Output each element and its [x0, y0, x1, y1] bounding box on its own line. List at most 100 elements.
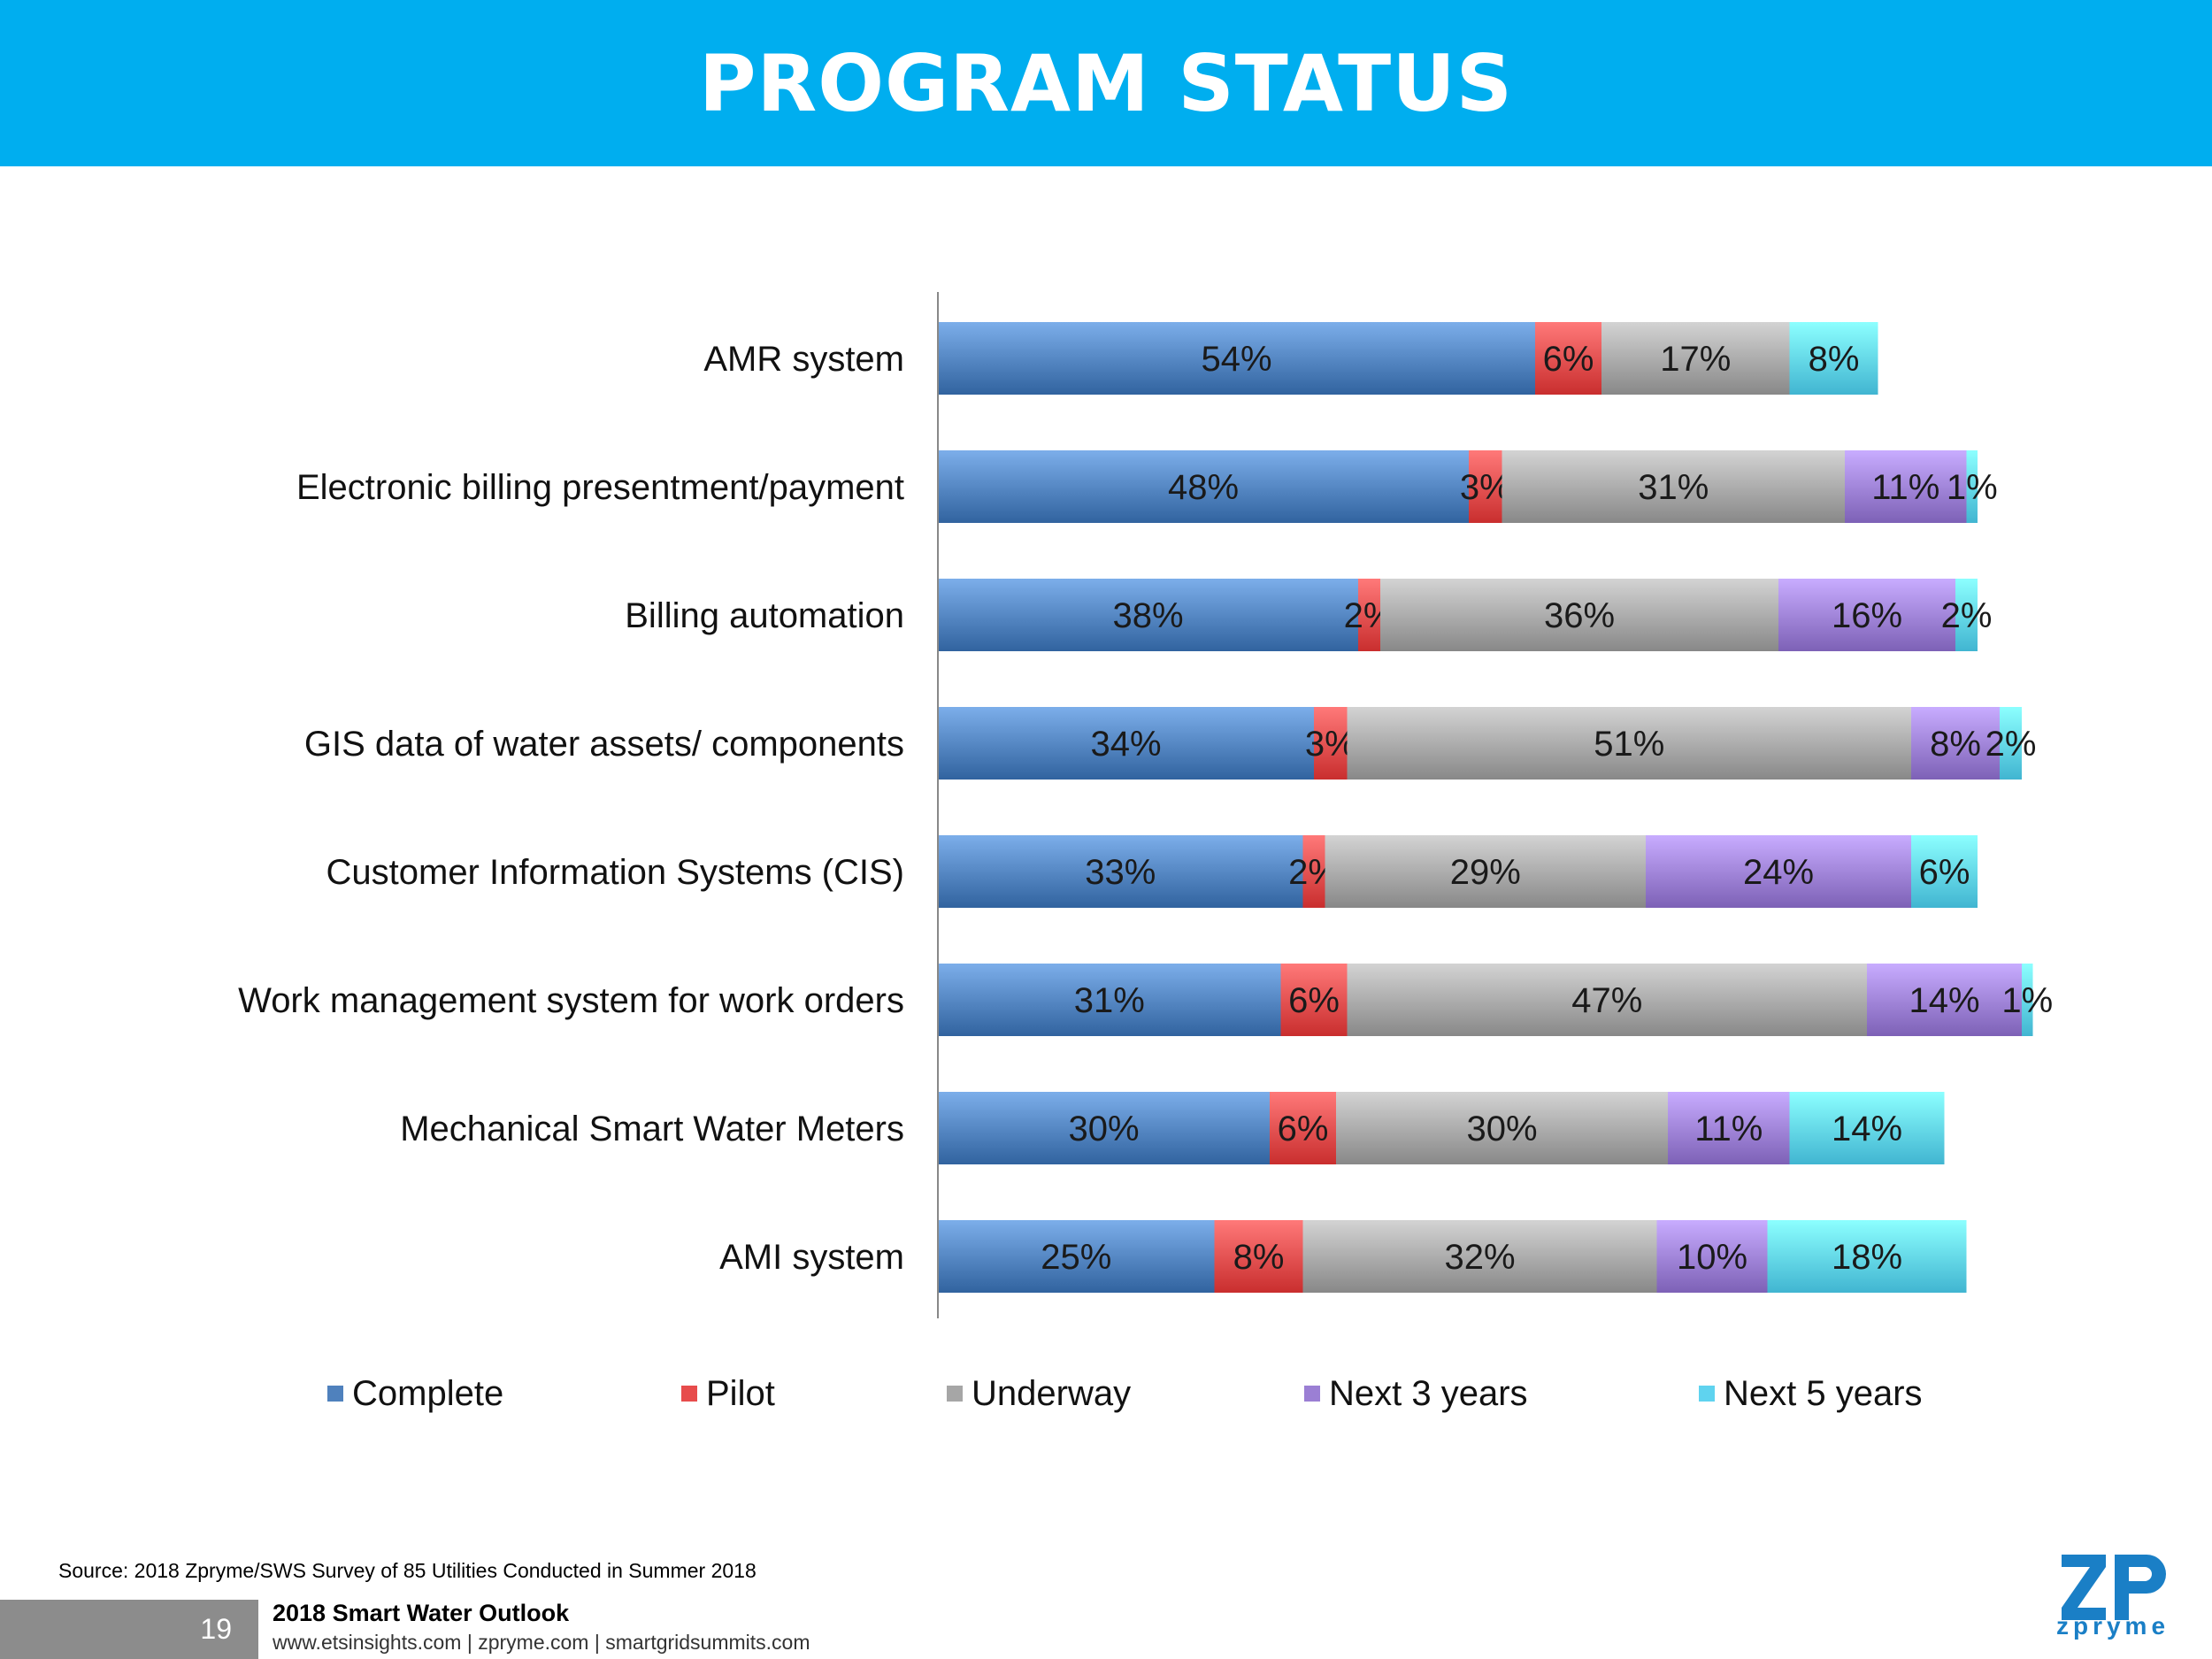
bar-work-management-system-for-work-orders-next-5-years	[2022, 964, 2033, 1036]
data-label-amr-system-next-5-years: 8%	[1809, 340, 1860, 379]
data-label-gis-data-of-water-assets-components-complete: 34%	[1090, 725, 1161, 764]
stacked-bar-chart: AMR system 54% 6% 17% 8% Electronic billing p…	[238, 292, 2053, 1318]
data-label-amr-system-complete: 54%	[1201, 340, 1271, 379]
data-label-electronic-billing-presentment-payment-next-5-years: 1%	[1947, 468, 1998, 507]
data-label-ami-system-next-3-years: 10%	[1677, 1238, 1747, 1277]
header-banner: PROGRAM STATUS	[0, 0, 2212, 166]
bar-ami-system-complete	[938, 1220, 1215, 1293]
data-label-mechanical-smart-water-meters-next-5-years: 14%	[1832, 1110, 1902, 1148]
footer-links: www.etsinsights.com | zpryme.com | smart…	[273, 1631, 810, 1654]
bar-billing-automation-complete	[938, 579, 1358, 651]
data-label-work-management-system-for-work-orders-next-3-years: 14%	[1909, 981, 1979, 1020]
legend-label-pilot: Pilot	[706, 1373, 775, 1413]
bar-electronic-billing-presentment-payment-next-3-years	[1845, 450, 1967, 523]
bar-customer-information-systems-cis-next-5-years	[1911, 835, 1978, 908]
bar-customer-information-systems-cis-next-3-years	[1646, 835, 1911, 908]
data-label-customer-information-systems-cis-next-5-years: 6%	[1919, 853, 1970, 892]
data-label-billing-automation-complete: 38%	[1112, 596, 1183, 635]
category-label-gis-data-of-water-assets-components: GIS data of water assets/ components	[304, 725, 904, 764]
logo-wordmark: zpryme	[2055, 1612, 2170, 1640]
data-label-customer-information-systems-cis-next-3-years: 24%	[1743, 853, 1814, 892]
category-label-electronic-billing-presentment-payment: Electronic billing presentment/payment	[296, 468, 904, 507]
source-note: Source: 2018 Zpryme/SWS Survey of 85 Uti…	[58, 1559, 757, 1582]
bar-customer-information-systems-cis-underway	[1325, 835, 1646, 908]
bar-amr-system-next-5-years	[1789, 322, 1878, 395]
data-label-mechanical-smart-water-meters-pilot: 6%	[1278, 1110, 1329, 1148]
data-label-gis-data-of-water-assets-components-underway: 51%	[1594, 725, 1664, 764]
data-label-ami-system-next-5-years: 18%	[1832, 1238, 1902, 1277]
report-title: 2018 Smart Water Outlook	[273, 1600, 570, 1626]
data-label-work-management-system-for-work-orders-pilot: 6%	[1288, 981, 1340, 1020]
bar-work-management-system-for-work-orders-pilot	[1280, 964, 1348, 1036]
bar-ami-system-next-5-years	[1767, 1220, 1967, 1293]
chart-legend: Complete Pilot Underway Next 3 years Nex…	[327, 1367, 2008, 1420]
data-label-customer-information-systems-cis-underway: 29%	[1450, 853, 1521, 892]
legend-label-underway: Underway	[972, 1373, 1132, 1413]
legend-label-complete: Complete	[352, 1373, 504, 1413]
data-label-gis-data-of-water-assets-components-next-5-years: 2%	[1985, 725, 2037, 764]
page-number: 19	[0, 1600, 258, 1659]
category-label-ami-system: AMI system	[719, 1238, 904, 1277]
bar-work-management-system-for-work-orders-next-3-years	[1867, 964, 2022, 1036]
bar-electronic-billing-presentment-payment-complete	[938, 450, 1469, 523]
page-title: PROGRAM STATUS	[698, 37, 1514, 129]
legend-item-next-3-years: Next 3 years	[1304, 1367, 1528, 1420]
category-label-customer-information-systems-cis: Customer Information Systems (CIS)	[326, 853, 905, 892]
bar-billing-automation-next-5-years	[1955, 579, 1978, 651]
bar-ami-system-next-3-years	[1656, 1220, 1768, 1293]
legend-swatch-next-5-years	[1699, 1386, 1715, 1402]
zpryme-logo	[2062, 1555, 2166, 1620]
bar-gis-data-of-water-assets-components-pilot	[1314, 707, 1348, 780]
bar-customer-information-systems-cis-complete	[938, 835, 1303, 908]
bar-mechanical-smart-water-meters-pilot	[1270, 1092, 1336, 1164]
bar-mechanical-smart-water-meters-underway	[1336, 1092, 1668, 1164]
bar-mechanical-smart-water-meters-next-5-years	[1789, 1092, 1945, 1164]
bar-billing-automation-next-3-years	[1778, 579, 1955, 651]
bar-ami-system-underway	[1302, 1220, 1657, 1293]
bar-electronic-billing-presentment-payment-underway	[1502, 450, 1845, 523]
data-label-billing-automation-next-3-years: 16%	[1832, 596, 1902, 635]
bar-billing-automation-underway	[1380, 579, 1778, 651]
category-label-mechanical-smart-water-meters: Mechanical Smart Water Meters	[400, 1110, 904, 1148]
bar-gis-data-of-water-assets-components-next-5-years	[2000, 707, 2022, 780]
legend-swatch-next-3-years	[1304, 1386, 1320, 1402]
data-label-amr-system-underway: 17%	[1660, 340, 1731, 379]
legend-label-next-5-years: Next 5 years	[1724, 1373, 1923, 1413]
bar-work-management-system-for-work-orders-underway	[1347, 964, 1867, 1036]
legend-item-complete: Complete	[327, 1367, 503, 1420]
bar-gis-data-of-water-assets-components-underway	[1347, 707, 1911, 780]
data-label-billing-automation-next-5-years: 2%	[1941, 596, 1993, 635]
data-label-billing-automation-underway: 36%	[1544, 596, 1615, 635]
category-label-amr-system: AMR system	[703, 340, 904, 379]
data-label-ami-system-underway: 32%	[1444, 1238, 1515, 1277]
data-label-mechanical-smart-water-meters-complete: 30%	[1068, 1110, 1139, 1148]
bar-gis-data-of-water-assets-components-complete	[938, 707, 1314, 780]
bar-electronic-billing-presentment-payment-next-5-years	[1966, 450, 1978, 523]
data-label-mechanical-smart-water-meters-underway: 30%	[1466, 1110, 1537, 1148]
data-label-electronic-billing-presentment-payment-underway: 31%	[1638, 468, 1709, 507]
bar-customer-information-systems-cis-pilot	[1302, 835, 1325, 908]
bar-mechanical-smart-water-meters-complete	[938, 1092, 1270, 1164]
bar-mechanical-smart-water-meters-next-3-years	[1668, 1092, 1790, 1164]
legend-item-pilot: Pilot	[681, 1367, 775, 1420]
bar-electronic-billing-presentment-payment-pilot	[1469, 450, 1502, 523]
category-label-billing-automation: Billing automation	[625, 596, 904, 635]
legend-item-next-5-years: Next 5 years	[1699, 1367, 1923, 1420]
bar-amr-system-underway	[1601, 322, 1790, 395]
data-label-ami-system-pilot: 8%	[1233, 1238, 1285, 1277]
data-label-customer-information-systems-cis-complete: 33%	[1085, 853, 1156, 892]
bar-amr-system-pilot	[1535, 322, 1601, 395]
legend-item-underway: Underway	[947, 1367, 1131, 1420]
legend-swatch-complete	[327, 1386, 343, 1402]
legend-swatch-pilot	[681, 1386, 697, 1402]
data-label-gis-data-of-water-assets-components-next-3-years: 8%	[1930, 725, 1981, 764]
bar-gis-data-of-water-assets-components-next-3-years	[1911, 707, 2000, 780]
data-label-work-management-system-for-work-orders-next-5-years: 1%	[2001, 981, 2053, 1020]
data-label-amr-system-pilot: 6%	[1543, 340, 1594, 379]
bar-amr-system-complete	[938, 322, 1535, 395]
bar-ami-system-pilot	[1214, 1220, 1303, 1293]
category-label-work-management-system-for-work-orders: Work management system for work orders	[238, 981, 904, 1020]
data-label-electronic-billing-presentment-payment-complete: 48%	[1168, 468, 1239, 507]
data-label-mechanical-smart-water-meters-next-3-years: 11%	[1694, 1110, 1763, 1148]
bar-work-management-system-for-work-orders-complete	[938, 964, 1281, 1036]
